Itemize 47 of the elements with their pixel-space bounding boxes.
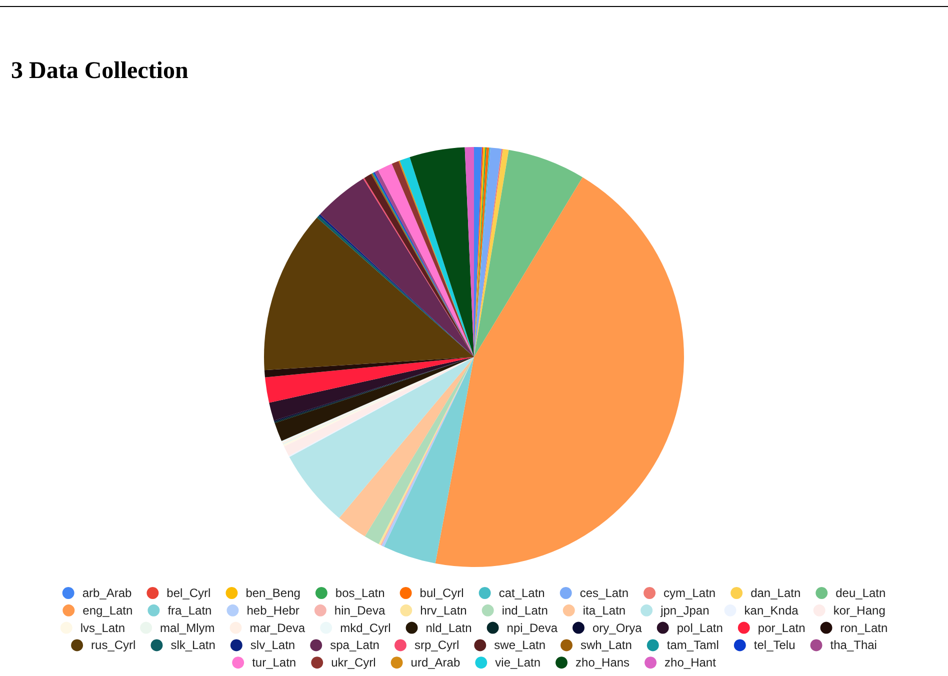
- legend-label: bos_Latn: [335, 586, 385, 600]
- legend-label: mal_Mlym: [160, 620, 215, 635]
- legend-label: ukr_Cyrl: [331, 656, 376, 670]
- legend-label: slv_Latn: [250, 638, 296, 652]
- legend-label: ita_Latn: [582, 603, 626, 618]
- legend-label: eng_Latn: [82, 603, 133, 618]
- chart-title: 3 Data Collection: [11, 58, 188, 84]
- legend-label: lvs_Latn: [80, 620, 126, 635]
- legend-label: ces_Latn: [580, 586, 629, 600]
- legend-label: tel_Telu: [754, 638, 796, 652]
- legend-label: zho_Hant: [664, 656, 717, 670]
- legend-label: swe_Latn: [494, 638, 546, 652]
- legend-label: ben_Beng: [246, 586, 300, 600]
- legend-label: bul_Cyrl: [420, 586, 464, 600]
- legend-label: cym_Latn: [664, 586, 716, 600]
- legend-label: tha_Thai: [830, 638, 877, 652]
- legend-label: mar_Deva: [250, 620, 306, 635]
- legend-label: vie_Latn: [495, 656, 541, 670]
- legend-label: ind_Latn: [502, 603, 548, 618]
- legend-label: kor_Hang: [833, 603, 886, 618]
- legend-label: hrv_Latn: [420, 603, 467, 618]
- legend-label: arb_Arab: [82, 586, 132, 600]
- legend-label: spa_Latn: [330, 638, 380, 652]
- legend-label: por_Latn: [758, 620, 806, 635]
- legend-label: zho_Hans: [576, 656, 630, 670]
- legend-label: swh_Latn: [580, 638, 632, 652]
- legend-label: slk_Latn: [170, 638, 216, 652]
- legend-label: hin_Deva: [334, 603, 386, 618]
- legend-label: pol_Latn: [676, 620, 723, 635]
- legend-label: mkd_Cyrl: [340, 620, 391, 635]
- legend-label: ron_Latn: [840, 620, 888, 635]
- legend-label: tur_Latn: [252, 656, 296, 670]
- legend-label: srp_Cyrl: [414, 638, 460, 652]
- legend-label: npi_Deva: [506, 620, 558, 635]
- legend-label: cat_Latn: [498, 586, 545, 600]
- legend-label: rus_Cyrl: [91, 638, 136, 652]
- legend-label: tam_Taml: [666, 638, 719, 652]
- legend-label: deu_Latn: [836, 586, 886, 600]
- legend-label: fra_Latn: [168, 603, 212, 618]
- legend-label: heb_Hebr: [246, 603, 300, 618]
- legend-label: urd_Arab: [410, 656, 460, 670]
- legend-label: bel_Cyrl: [166, 586, 211, 600]
- legend-label: jpn_Jpan: [660, 603, 710, 618]
- legend-label: kan_Knda: [744, 603, 799, 618]
- legend-label: dan_Latn: [750, 586, 801, 600]
- legend-label: nld_Latn: [426, 620, 472, 635]
- legend-label: ory_Orya: [592, 620, 642, 635]
